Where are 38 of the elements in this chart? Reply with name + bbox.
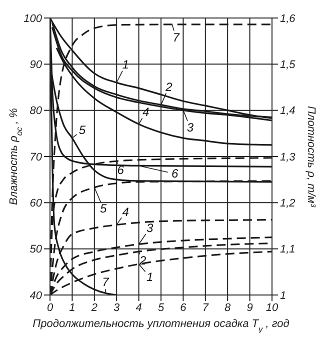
y-tick-label: 100 [24,12,43,25]
y-tick-label: 90 [30,59,43,72]
y2-tick-label: 1,4 [280,105,296,118]
x-tick-label: 9 [246,302,253,314]
x-tick-label: 10 [266,302,279,314]
y2-tick-label: 1,3 [280,151,296,164]
annotation: 2 [164,80,173,94]
y-tick-label: 80 [30,105,43,118]
y-tick-label: 60 [30,198,43,210]
annotation: 6 [117,163,124,178]
x-tick-label: 5 [158,302,165,314]
y2-tick-label: 1,5 [280,59,296,72]
x-tick-label: 0 [46,302,54,314]
y2-axis-title: Плотность ρ, т/м³ [305,106,317,208]
annotation: 6 [171,166,178,181]
x-tick-label: 3 [114,302,121,314]
x-tick-label: 4 [136,302,142,314]
y2-tick-label: 1,6 [280,12,296,25]
annotation: 1 [146,270,154,284]
y-tick-label: 40 [30,290,43,302]
y2-tick-label: 1 [280,290,286,302]
annotation: 4 [122,204,130,219]
y-tick-label: 70 [30,151,43,164]
annotation: 5 [100,201,108,216]
annotation: 7 [172,30,181,44]
y2-tick-label: 1,2 [280,198,296,210]
x-tick-label: 2 [90,302,98,314]
annotation: 3 [146,221,154,236]
x-tick-label: 6 [180,302,188,314]
y-tick-label: 50 [30,244,43,256]
x-tick-label: 1 [69,302,76,314]
x-tick-label: 8 [224,302,232,314]
annotation: 7 [102,275,110,290]
annotation: 3 [186,120,194,134]
annotation: 5 [78,123,86,138]
x-tick-label: 7 [202,302,210,314]
y2-tick-label: 1,1 [280,244,296,256]
x-axis-title: Продолжительность уплотнения осадка T$_{у}$, год [32,318,290,334]
